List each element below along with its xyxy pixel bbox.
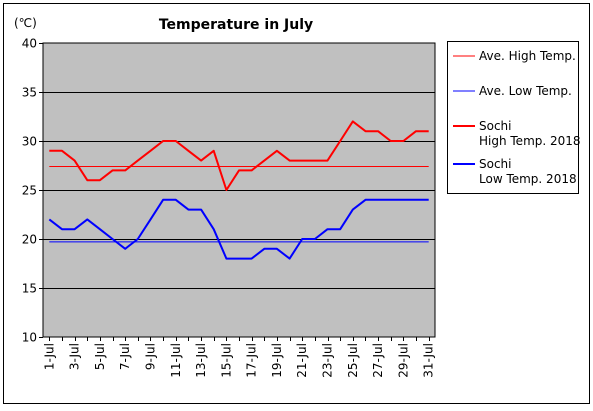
- x-tick-label: 15-Jul: [219, 343, 233, 378]
- x-tick-label: 25-Jul: [346, 343, 360, 378]
- y-tick-label: 20: [22, 233, 37, 247]
- y-tick-label: 35: [22, 86, 37, 100]
- y-unit-label: (℃): [14, 16, 37, 30]
- x-tick-label: 3-Jul: [68, 343, 82, 370]
- x-tick-label: 17-Jul: [245, 343, 259, 378]
- series-line-4: [48, 198, 429, 260]
- legend-label-3: Sochi: [479, 119, 512, 133]
- x-tick-label: 31-Jul: [422, 343, 436, 378]
- legend-label-4: Sochi: [479, 157, 512, 171]
- legend-label-1: Ave. High Temp.: [479, 49, 576, 63]
- grid-lines: [43, 92, 435, 289]
- x-tick-label: 11-Jul: [169, 343, 183, 378]
- x-tick-label: 29-Jul: [396, 343, 410, 378]
- series-line-3: [49, 120, 429, 191]
- legend-label-2: Ave. Low Temp.: [479, 84, 572, 98]
- legend-box: [447, 41, 579, 194]
- y-tick-label: 25: [22, 184, 37, 198]
- x-tick-label: 5-Jul: [93, 343, 107, 370]
- y-tick-label: 10: [22, 331, 37, 345]
- x-tick-label: 1-Jul: [42, 343, 56, 370]
- x-tick-label: 9-Jul: [143, 343, 157, 370]
- x-tick-label: 27-Jul: [371, 343, 385, 378]
- x-tick-label: 19-Jul: [270, 343, 284, 378]
- y-tick-label: 30: [22, 135, 37, 149]
- x-tick-label: 23-Jul: [321, 343, 335, 378]
- x-tick-label: 13-Jul: [194, 343, 208, 378]
- y-tick-label: 15: [22, 282, 37, 296]
- chart-title: Temperature in July: [159, 17, 313, 33]
- x-tick-label: 21-Jul: [295, 343, 309, 378]
- y-tick-label: 40: [22, 37, 37, 51]
- legend-label-3: High Temp. 2018: [479, 134, 581, 148]
- x-tick-label: 7-Jul: [118, 343, 132, 370]
- series-lines: [48, 120, 429, 260]
- x-axis-ticks: 1-Jul 3-Jul 5-Jul 7-Jul 9-Jul 11-Jul 13-Jul 15-…: [42, 337, 436, 378]
- legend-label-4: Low Temp. 2018: [479, 172, 577, 186]
- y-axis-ticks: 10 15 20 25 30 35 40: [22, 37, 43, 345]
